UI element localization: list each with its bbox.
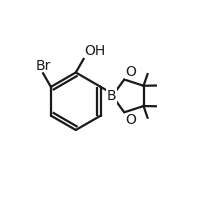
Text: OH: OH: [84, 44, 106, 58]
Text: B: B: [107, 89, 116, 103]
Text: O: O: [125, 113, 136, 127]
Text: Br: Br: [35, 59, 51, 73]
Text: O: O: [125, 65, 136, 79]
